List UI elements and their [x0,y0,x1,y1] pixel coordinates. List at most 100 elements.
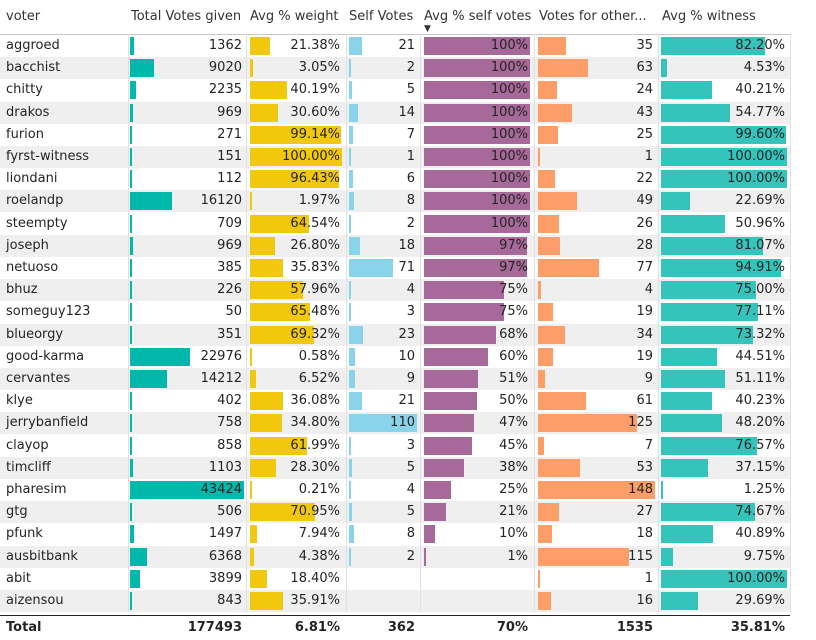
votes-others-value: 4 [644,282,653,298]
total-votes-bar [130,370,167,388]
column-header-total-votes[interactable]: Total Votes given [131,9,242,24]
total-votes-value: 43424 [200,482,242,497]
votes-others-bar [538,392,586,411]
avg-self-bar [424,192,530,211]
vertical-scrollbar[interactable] [798,34,808,612]
avg-self-value: 100% [490,82,528,98]
total-votes-bar [130,569,140,588]
self-votes-bar [349,214,351,233]
table-row[interactable]: jerrybanfield 758 34.80% 110 47% 125 48.20% [0,412,790,435]
avg-weight-value: 69.32% [290,326,340,342]
self-votes-bar [349,170,353,189]
column-header-votes-others[interactable]: Votes for other... [539,9,647,24]
self-votes-bar [349,547,351,566]
column-divider [790,34,791,612]
total-votes-bar [130,259,132,277]
table-row[interactable]: good-karma 22976 0.58% 10 60% 19 44.51% [0,346,790,368]
avg-weight-value: 4.38% [298,548,340,564]
votes-others-bar [538,303,553,322]
avg-witness-bar [661,592,698,610]
column-divider [658,34,659,612]
avg-self-value: 100% [490,149,528,164]
votes-others-value: 26 [636,215,653,231]
table-row[interactable]: gtg 506 70.95% 5 21% 27 74.67% [0,501,790,524]
table-row[interactable]: joseph 969 26.80% 18 97% 28 81.07% [0,234,790,257]
total-votes-bar [130,503,132,522]
column-header-avg-self[interactable]: Avg % self votes [424,9,532,24]
avg-weight-value: 26.80% [290,237,340,253]
column-header-voter[interactable]: voter [6,9,41,24]
table-row[interactable]: pharesim 43424 0.21% 4 25% 148 1.25% [0,479,790,501]
votes-others-value: 22 [636,171,653,187]
total-votes-bar [130,392,132,411]
self-votes-value: 21 [398,393,415,409]
avg-self-value [422,590,528,612]
self-votes-value: 3 [406,304,415,320]
voter-name: roelandp [6,193,64,209]
table-row[interactable]: clayop 858 61.99% 3 45% 7 76.57% [0,435,790,457]
table-row[interactable]: klye 402 36.08% 21 50% 61 40.23% [0,390,790,412]
table-row[interactable]: chitty 2235 40.19% 5 100% 24 40.21% [0,79,790,101]
voter-name: gtg [6,504,28,520]
votes-others-value: 7 [644,437,653,453]
self-votes-bar [349,259,393,277]
total-votes-bar [130,347,190,366]
table-row[interactable]: netuoso 385 35.83% 71 97% 77 94.91% [0,257,790,279]
voter-name: clayop [6,437,49,453]
avg-weight-value: 7.94% [298,526,340,542]
table-row[interactable]: drakos 969 30.60% 14 100% 43 54.77% [0,101,790,124]
table-row[interactable]: bacchist 9020 3.05% 2 100% 63 4.53% [0,57,790,80]
avg-witness-bar [661,503,755,522]
avg-self-bar [424,81,530,100]
avg-weight-bar [250,392,283,411]
avg-weight-bar [250,281,303,300]
table-row[interactable]: timcliff 1103 28.30% 5 38% 53 37.15% [0,456,790,479]
self-votes-value: 5 [406,82,415,98]
table-row[interactable]: fyrst-witness 151 100.00% 1 100% 1 100.00% [0,146,790,168]
voter-name: joseph [6,237,49,253]
votes-others-value: 125 [628,415,653,431]
self-votes-bar [349,392,362,411]
total-votes-bar [130,103,133,122]
column-header-avg-witness[interactable]: Avg % witness [662,9,756,24]
column-header-self-votes[interactable]: Self Votes [349,9,414,24]
votes-others-bar [538,281,541,300]
table-row[interactable]: abit 3899 18.40% 1 100.00% [0,568,790,590]
total-votes-value: 22976 [200,348,242,364]
avg-witness-value: 73.32% [735,326,785,342]
table-row[interactable]: blueorgy 351 69.32% 23 68% 34 73.32% [0,323,790,346]
sort-descending-icon[interactable]: ▼ [424,24,431,34]
avg-self-bar [424,458,464,477]
total-avg-weight: 6.81% [294,620,340,635]
votes-others-value: 16 [636,593,653,608]
table-row[interactable]: aggroed 1362 21.38% 21 100% 35 82.20% [0,35,790,57]
avg-self-value: 60% [499,348,528,364]
self-votes-bar [349,125,353,144]
total-votes-value: 16120 [200,193,242,209]
column-header-avg-weight[interactable]: Avg % weight [250,9,339,24]
table-row[interactable]: steempty 709 64.54% 2 100% 26 50.96% [0,213,790,235]
table-row[interactable]: roelandp 16120 1.97% 8 100% 49 22.69% [0,190,790,213]
table-row[interactable]: liondani 112 96.43% 6 100% 22 100.00% [0,168,790,190]
table-row[interactable]: cervantes 14212 6.52% 9 51% 9 51.11% [0,368,790,390]
avg-witness-bar [661,414,722,433]
avg-weight-bar [250,325,314,344]
avg-self-bar [424,125,530,144]
votes-others-bar [538,125,558,144]
votes-others-bar [538,547,629,566]
avg-witness-bar [661,125,786,144]
self-votes-bar [349,481,351,499]
avg-self-value: 38% [499,459,528,475]
self-votes-value: 110 [390,415,415,431]
table-row[interactable]: furion 271 99.14% 7 100% 25 99.60% [0,124,790,146]
avg-witness-bar [661,370,725,388]
avg-witness-value: 37.15% [735,459,785,475]
table-row[interactable]: bhuz 226 57.96% 4 75% 4 75.00% [0,279,790,302]
table-row[interactable]: ausbitbank 6368 4.38% 2 1% 115 9.75% [0,545,790,568]
total-votes-bar [130,481,244,499]
self-votes-value [347,590,415,612]
votes-others-bar [538,59,588,78]
table-row[interactable]: aizensou 843 35.91% 16 29.69% [0,590,790,612]
table-row[interactable]: pfunk 1497 7.94% 8 10% 18 40.89% [0,523,790,545]
table-row[interactable]: someguy123 50 65.48% 3 75% 19 77.11% [0,301,790,323]
